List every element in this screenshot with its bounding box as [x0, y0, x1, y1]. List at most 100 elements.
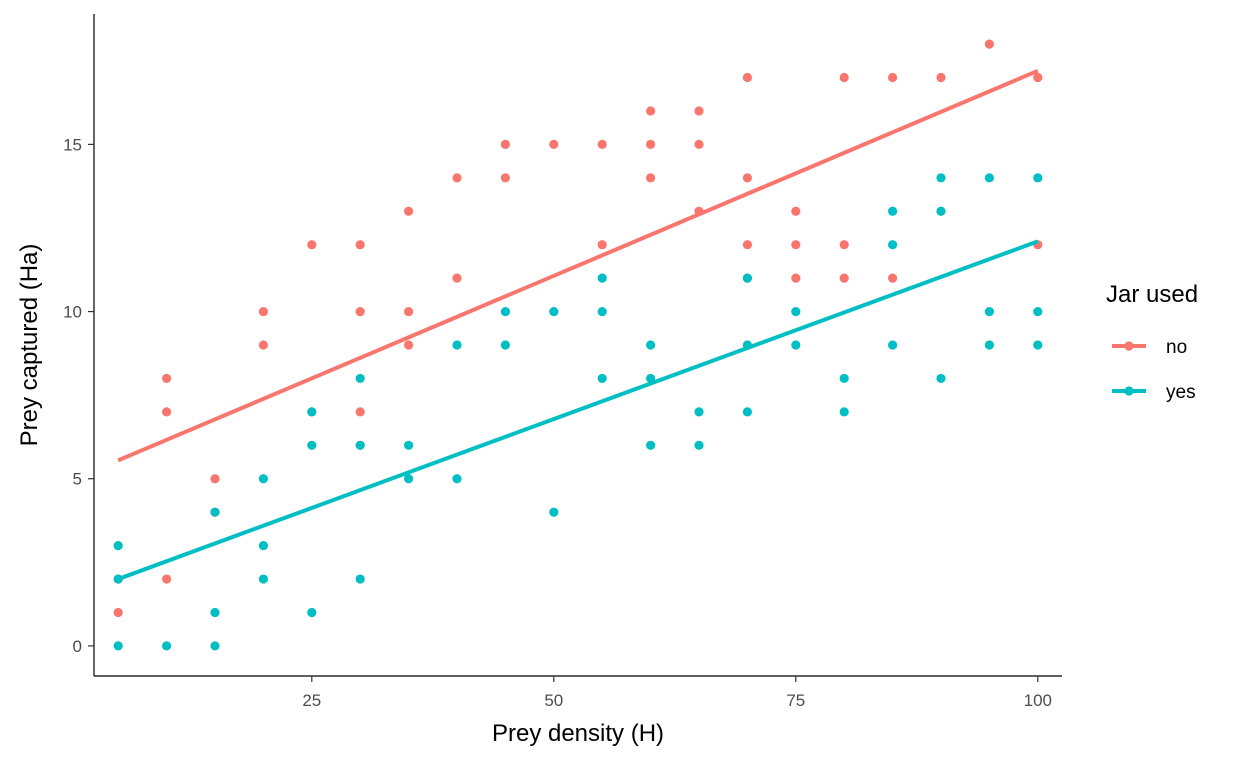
point-yes-41	[888, 340, 898, 350]
point-yes-20	[500, 306, 510, 317]
point-yes-5	[210, 607, 220, 618]
legend-label-yes: yes	[1166, 382, 1196, 403]
point-yes-21	[500, 340, 510, 350]
y-tick-label: 5	[73, 470, 82, 489]
point-no-32	[742, 173, 753, 183]
point-no-41	[888, 72, 898, 83]
fit-lines-layer	[117, 68, 1039, 581]
point-no-16	[404, 306, 414, 317]
point-yes-16	[404, 440, 414, 450]
x-axis-title: Prey density (H)	[492, 720, 664, 747]
y-tick-label: 15	[63, 135, 82, 154]
point-yes-27	[646, 340, 656, 350]
point-no-1	[113, 607, 123, 618]
x-tick-label: 50	[544, 691, 563, 710]
point-yes-30	[694, 407, 704, 417]
point-no-37	[791, 273, 801, 283]
point-no-27	[646, 173, 656, 183]
legend-entries: no yes	[1112, 337, 1196, 403]
point-no-29	[694, 139, 704, 149]
point-no-11	[355, 240, 365, 250]
point-yes-25	[597, 306, 607, 317]
point-no-33	[742, 240, 753, 250]
y-tick-label: 0	[73, 637, 82, 656]
point-yes-22	[549, 306, 559, 317]
legend: Jar used no yes	[1106, 281, 1198, 403]
point-yes-38	[839, 407, 849, 417]
point-no-22	[549, 139, 559, 149]
point-yes-15	[355, 574, 365, 584]
point-yes-11	[307, 440, 317, 450]
point-yes-40	[888, 240, 898, 250]
points-layer	[113, 39, 1043, 651]
point-yes-17	[404, 474, 414, 484]
ticks-layer: 25 50 75 100 0 5 10 15	[63, 135, 1052, 710]
point-no-39	[839, 240, 849, 250]
legend-title: Jar used	[1106, 281, 1198, 308]
point-yes-48	[1033, 173, 1043, 183]
legend-key-point-yes	[1124, 386, 1134, 396]
legend-label-no: no	[1166, 337, 1187, 358]
axes	[93, 14, 1062, 677]
point-yes-4	[210, 507, 220, 517]
point-no-8	[258, 340, 268, 350]
point-no-23	[597, 139, 607, 149]
point-yes-39	[888, 206, 898, 216]
point-yes-36	[791, 340, 801, 350]
point-yes-35	[791, 306, 801, 317]
point-yes-23	[549, 507, 559, 517]
point-no-12	[355, 306, 365, 317]
point-yes-50	[1033, 340, 1043, 350]
point-yes-29	[646, 440, 656, 450]
point-yes-2	[113, 641, 123, 651]
fit-line-no	[117, 68, 1039, 463]
point-yes-19	[452, 474, 462, 484]
point-no-21	[500, 173, 510, 183]
legend-key-point-no	[1124, 341, 1134, 351]
point-no-19	[452, 273, 462, 283]
point-no-4	[162, 574, 172, 584]
point-no-36	[791, 240, 801, 250]
point-yes-14	[355, 440, 365, 450]
point-no-40	[839, 273, 849, 283]
point-yes-45	[984, 173, 995, 183]
y-axis-title: Prey captured (Ha)	[16, 244, 43, 447]
point-no-9	[307, 240, 317, 250]
point-no-18	[452, 173, 462, 183]
point-yes-42	[936, 173, 946, 183]
point-no-2	[162, 373, 172, 384]
point-yes-7	[258, 474, 268, 484]
point-yes-18	[452, 340, 462, 350]
fit-line-yes	[117, 239, 1039, 581]
point-no-28	[694, 106, 704, 116]
x-tick-label: 25	[302, 691, 321, 710]
point-yes-49	[1033, 306, 1043, 317]
point-no-31	[742, 72, 753, 83]
point-yes-44	[936, 373, 946, 384]
point-yes-0	[113, 541, 123, 551]
point-no-44	[984, 39, 995, 49]
x-tick-label: 75	[786, 691, 805, 710]
point-yes-31	[694, 440, 704, 450]
point-yes-8	[258, 541, 268, 551]
point-yes-26	[597, 373, 607, 384]
point-yes-12	[307, 607, 317, 618]
point-yes-24	[597, 273, 607, 283]
point-no-5	[210, 474, 220, 484]
point-no-17	[404, 340, 414, 350]
point-yes-43	[936, 206, 946, 216]
point-no-42	[888, 273, 898, 283]
y-tick-label: 10	[63, 303, 82, 322]
point-yes-6	[210, 641, 220, 651]
point-yes-37	[839, 373, 849, 384]
point-no-45	[1033, 72, 1043, 83]
point-yes-13	[355, 373, 365, 384]
point-no-38	[839, 72, 849, 83]
point-no-15	[404, 206, 414, 216]
point-no-26	[646, 139, 656, 149]
x-tick-label: 100	[1024, 691, 1052, 710]
point-yes-32	[742, 273, 753, 283]
point-no-24	[597, 240, 607, 250]
point-yes-46	[984, 306, 995, 317]
